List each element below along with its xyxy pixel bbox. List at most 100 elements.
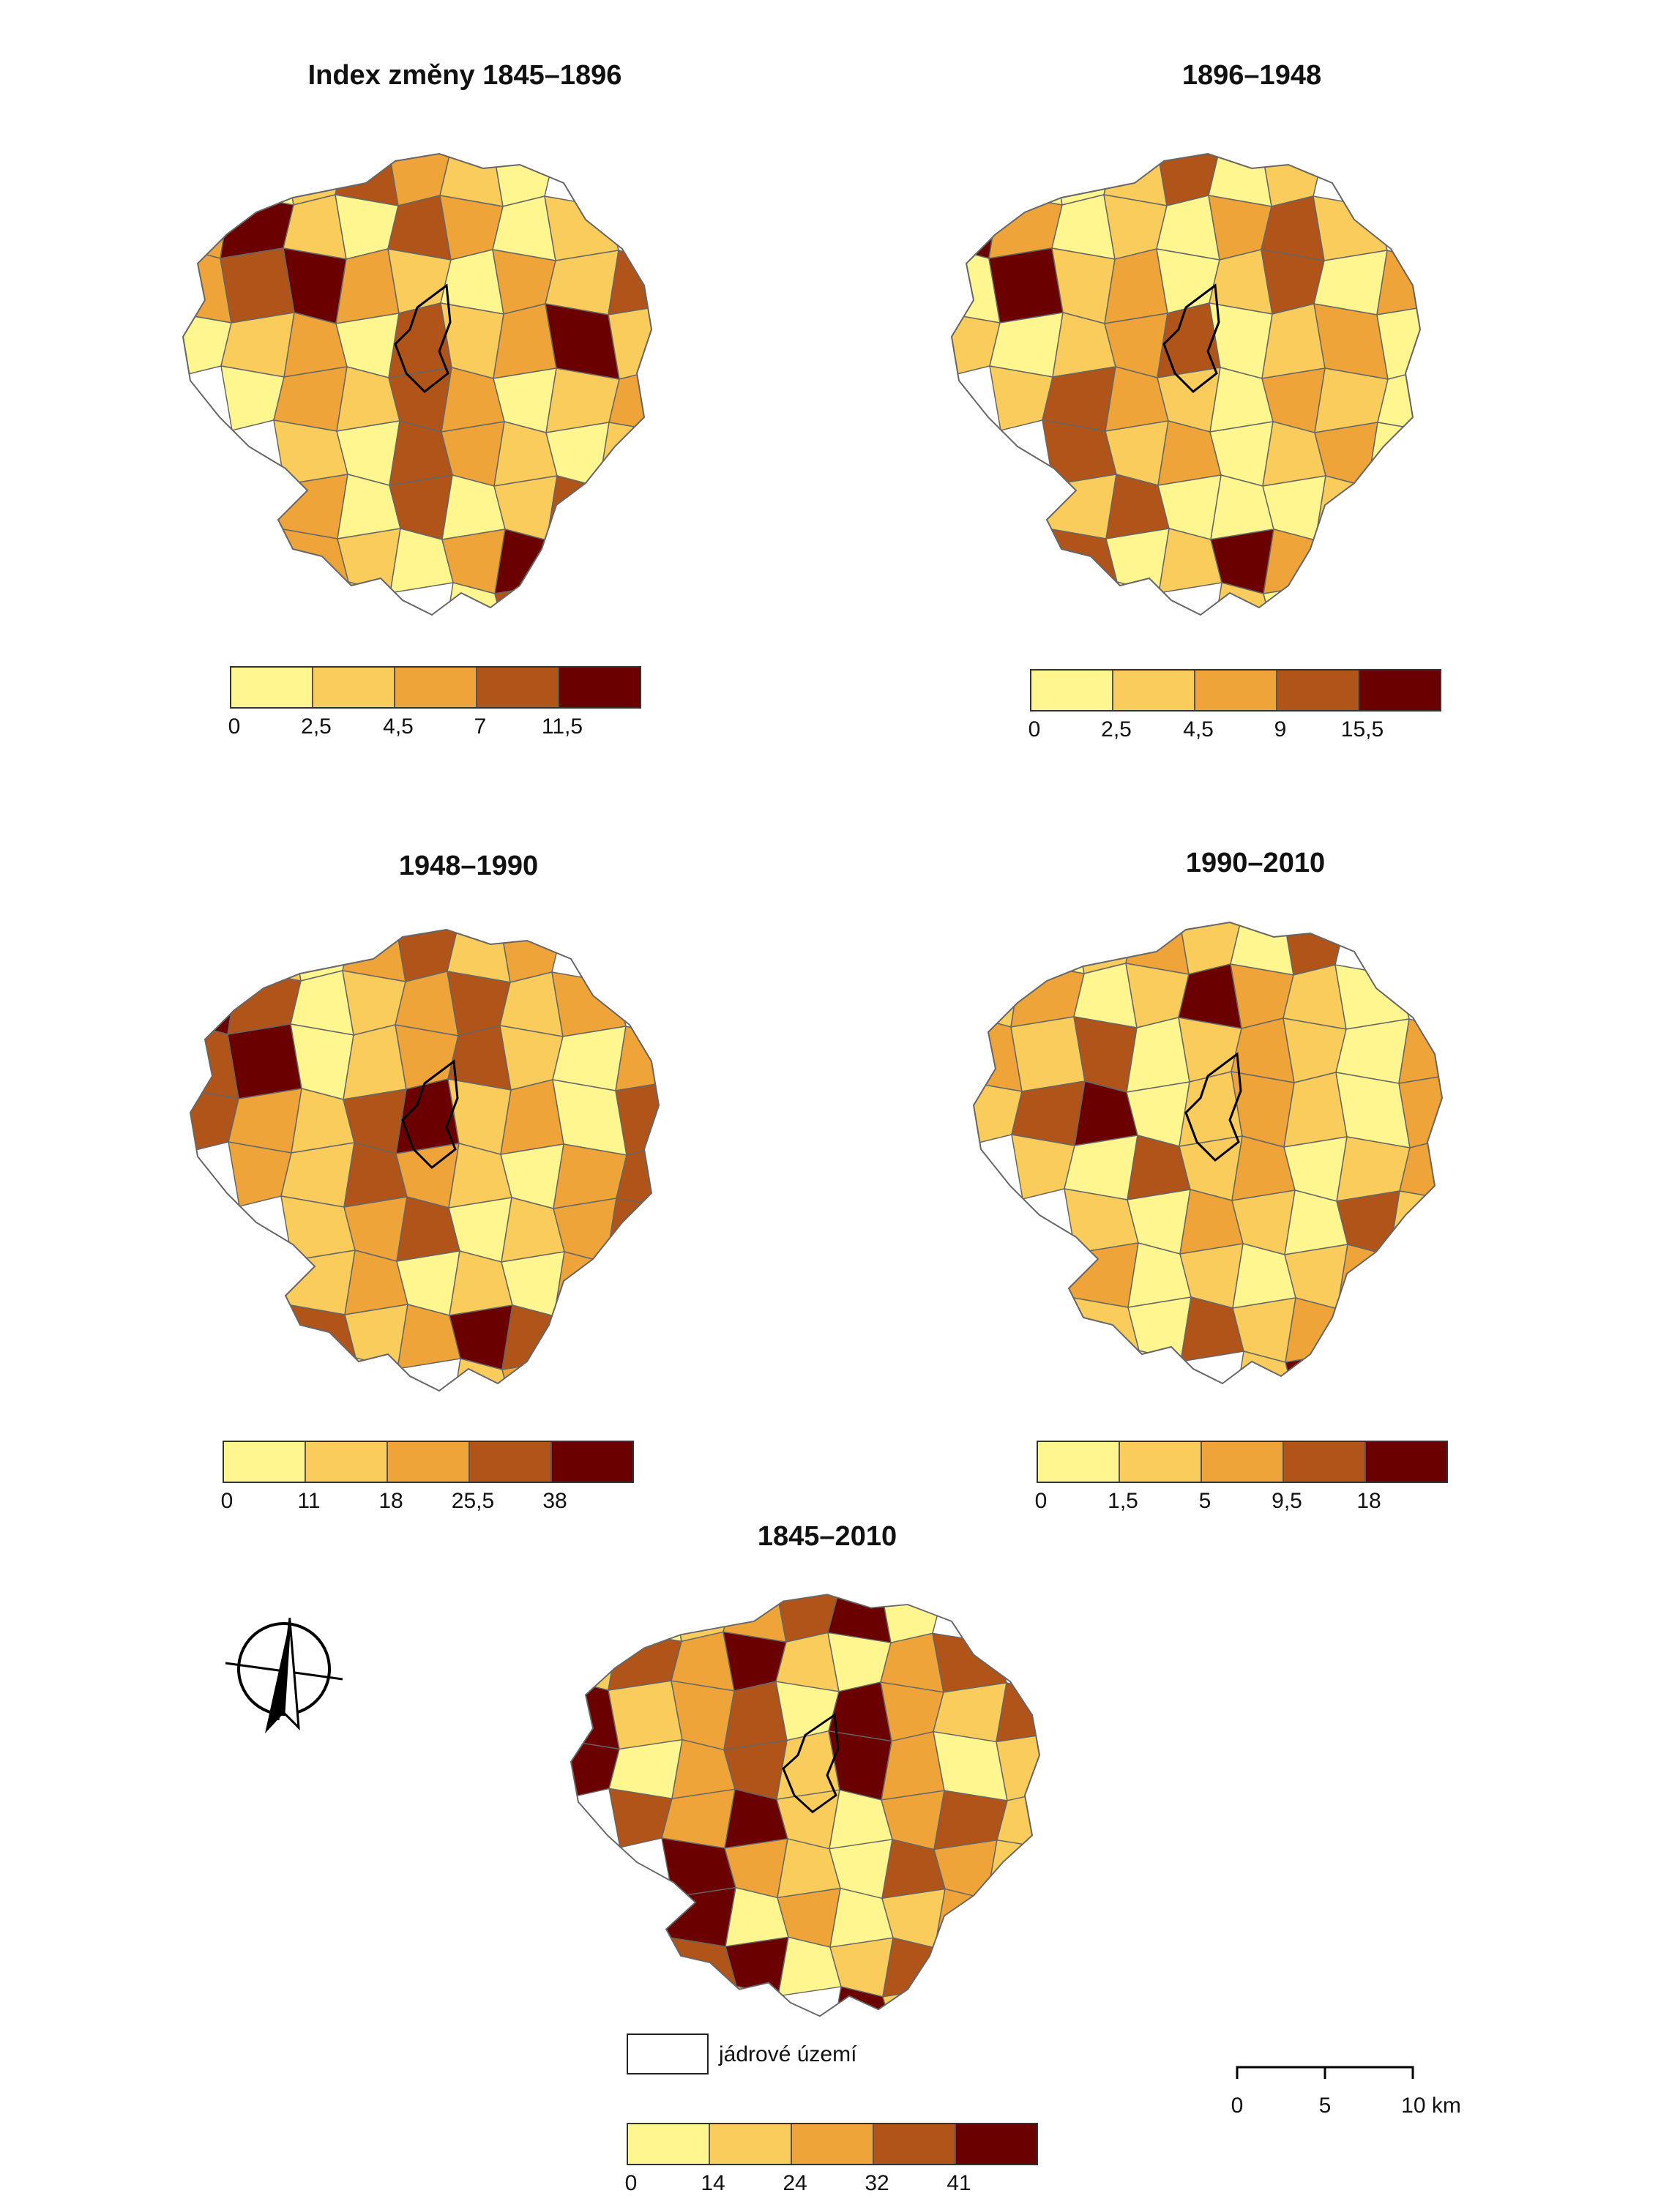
legend-break-label: 9,5 <box>1272 1489 1302 1513</box>
map-title-5: 1845–2010 <box>757 1521 897 1552</box>
legend-break-label: 9 <box>1274 717 1287 742</box>
legend-break-label: 4,5 <box>1183 717 1214 742</box>
legend-swatch-class-3 <box>395 668 477 707</box>
region-boundary <box>189 928 660 1392</box>
municipality-area <box>725 1936 789 1997</box>
municipality-area <box>1127 1296 1192 1362</box>
municipality-area <box>545 250 619 315</box>
municipality-area <box>996 1731 1039 1801</box>
municipality-area <box>1367 422 1420 488</box>
choropleth-map-1990-2010 <box>972 921 1444 1385</box>
municipality-area <box>220 312 295 378</box>
municipality-area <box>1285 1297 1349 1363</box>
municipality-area <box>608 250 652 315</box>
legend-swatch-class-1 <box>231 668 313 707</box>
municipality-area <box>1106 581 1171 615</box>
legend-swatch-class-5 <box>559 668 640 707</box>
legend-swatch-class-2 <box>306 1442 388 1482</box>
municipality-area <box>1398 1072 1442 1149</box>
scale-tick-5: 5 <box>1318 2094 1332 2118</box>
choropleth-map-1845-1896 <box>182 152 653 616</box>
municipality-area <box>344 1304 408 1370</box>
legend-break-label: 14 <box>701 2171 725 2195</box>
municipality-area <box>829 1937 894 1998</box>
municipality-area <box>1210 529 1274 594</box>
legend-1896-1948 <box>1030 669 1441 712</box>
municipality-area <box>1128 1350 1192 1383</box>
legend-break-label: 11 <box>297 1489 321 1513</box>
municipality-area <box>1376 304 1420 380</box>
map-title-1: Index změny 1845–1896 <box>307 60 622 91</box>
legend-swatch-class-2 <box>1120 1442 1202 1482</box>
legend-swatch-class-1 <box>628 2124 710 2164</box>
municipality-area <box>1263 529 1327 594</box>
legend-swatch-class-5 <box>1359 671 1440 710</box>
north-arrow-icon <box>225 1617 343 1733</box>
legend-1948-1990 <box>223 1441 634 1483</box>
municipality-area <box>725 1985 790 2017</box>
legend-swatch-class-5 <box>552 1442 632 1482</box>
core-area-outline <box>1184 1052 1242 1162</box>
scale-tick-0: 0 <box>1231 2094 1244 2118</box>
legend-swatch-class-4 <box>1284 1442 1366 1482</box>
municipality-area <box>607 1594 682 1643</box>
municipality-area <box>1315 475 1379 541</box>
region-boundary <box>950 152 1422 616</box>
municipality-area <box>1064 1242 1139 1308</box>
legend-break-label: 5 <box>1198 1489 1212 1513</box>
municipality-area <box>219 154 294 206</box>
legend-swatch-class-3 <box>388 1442 470 1482</box>
legend-1845-2010 <box>627 2123 1038 2165</box>
municipality-area <box>1009 922 1085 974</box>
municipality-area <box>280 1142 355 1208</box>
choropleth-map-1948-1990 <box>189 928 660 1392</box>
municipality-area <box>996 1682 1039 1743</box>
legend-swatch-class-3 <box>1202 1442 1284 1482</box>
municipality-area <box>932 1632 1007 1693</box>
legend-break-label: 18 <box>1356 1489 1381 1513</box>
municipality-area <box>1337 1244 1401 1310</box>
municipality-area <box>1313 250 1388 315</box>
municipality-area <box>1334 964 1410 1030</box>
municipality-area <box>1389 1190 1442 1256</box>
municipality-area <box>274 474 348 539</box>
legend-swatch-class-2 <box>313 668 395 707</box>
legend-break-label: 2,5 <box>1101 717 1132 742</box>
map-title-2: 1896–1948 <box>1181 60 1322 91</box>
legend-1845-1896 <box>230 666 641 709</box>
municipality-area <box>615 1080 659 1156</box>
legend-break-label: 1,5 <box>1108 1489 1138 1513</box>
municipality-area <box>988 154 1063 206</box>
legend-break-label: 18 <box>378 1489 403 1513</box>
municipality-area <box>1263 583 1327 615</box>
core-area-outline <box>782 1713 840 1814</box>
municipality-area <box>598 422 652 488</box>
municipality-area <box>988 247 1064 324</box>
municipality-area <box>1232 1297 1296 1363</box>
municipality-area <box>441 529 506 594</box>
legend-break-label: 41 <box>947 2171 971 2195</box>
choropleth-map-1845-2010 <box>570 1594 1041 2017</box>
region-boundary <box>182 152 653 616</box>
core-area-outline <box>394 283 452 393</box>
legend-swatch-class-2 <box>1113 671 1195 710</box>
municipality-area <box>615 1026 659 1091</box>
map-title-4: 1990–2010 <box>1185 848 1326 878</box>
municipality-area <box>544 195 619 261</box>
legend-break-label: 0 <box>1028 717 1041 742</box>
legend-break-label: 4,5 <box>383 714 414 739</box>
municipality-area <box>228 1088 302 1154</box>
legend-swatch-class-3 <box>1195 671 1277 710</box>
core-area-legend-label: jádrové území <box>719 2042 857 2066</box>
municipality-area <box>608 1680 683 1750</box>
municipality-area <box>661 1788 736 1849</box>
municipality-area <box>605 1198 659 1263</box>
municipality-area <box>934 1888 998 1949</box>
municipality-area <box>986 1840 1039 1900</box>
municipality-area <box>553 1251 618 1317</box>
legend-break-label: 38 <box>542 1489 567 1513</box>
legend-swatch-class-1 <box>1031 671 1113 710</box>
legend-swatch-class-5 <box>956 2124 1037 2164</box>
municipality-area <box>345 1357 409 1391</box>
choropleth-map-1896-1948 <box>950 152 1422 616</box>
